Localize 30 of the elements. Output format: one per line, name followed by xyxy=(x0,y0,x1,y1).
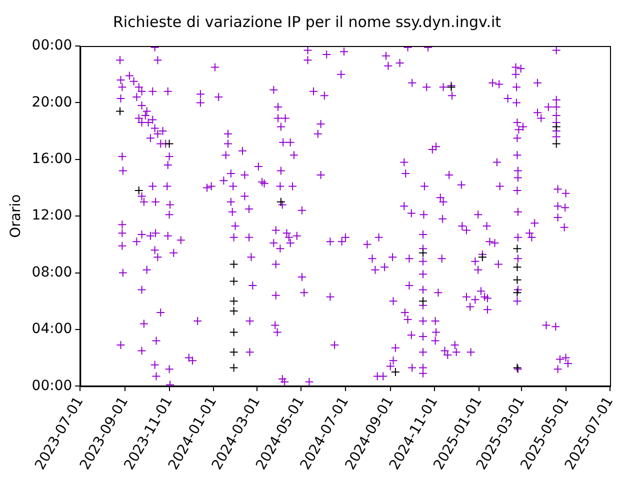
y-tick-label: 00:00 xyxy=(32,38,72,54)
point xyxy=(512,262,522,272)
y-tick-label: 12:00 xyxy=(32,208,72,224)
y-tick-label: 20:00 xyxy=(32,94,72,110)
point xyxy=(276,197,286,206)
point xyxy=(512,288,522,298)
y-tick-label: 16:00 xyxy=(32,151,72,168)
point xyxy=(229,348,238,357)
point xyxy=(512,244,522,254)
point xyxy=(229,306,238,316)
point xyxy=(552,139,561,148)
point xyxy=(229,363,238,372)
y-tick-label: 00:00 xyxy=(32,378,72,394)
point xyxy=(229,260,238,269)
point xyxy=(229,296,238,306)
point xyxy=(512,275,522,284)
y-tick-label: 04:00 xyxy=(32,321,72,338)
point xyxy=(229,328,238,337)
chart-title: Richieste di variazione IP per il nome ssy.dyn.ingv.it xyxy=(112,12,502,31)
point xyxy=(116,106,125,116)
point xyxy=(164,139,174,148)
y-tick-label: 08:00 xyxy=(32,264,72,280)
point xyxy=(418,248,428,258)
point xyxy=(478,252,487,262)
y-axis-title: Orario xyxy=(8,194,24,238)
point xyxy=(229,276,238,286)
point xyxy=(390,367,400,376)
point xyxy=(552,122,561,132)
point xyxy=(134,186,144,196)
point xyxy=(418,296,428,306)
